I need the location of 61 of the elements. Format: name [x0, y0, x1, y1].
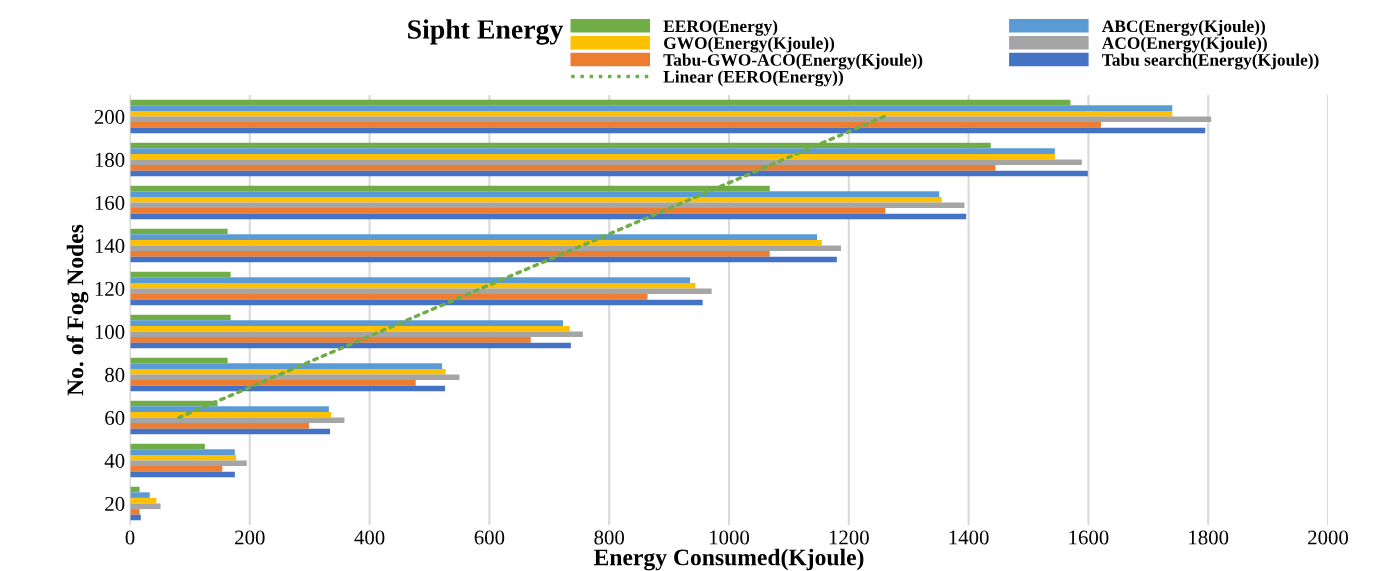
y-tick-label: 200 [94, 109, 125, 124]
bar [130, 245, 842, 252]
bar [130, 191, 940, 197]
bar [130, 208, 886, 214]
bar [130, 294, 648, 300]
x-tick-label: 1800 [1189, 530, 1229, 545]
legend-label: EERO(Energy) [663, 19, 778, 36]
bar [130, 122, 1101, 128]
legend-label: ACO(Energy(Kjoule)) [1101, 36, 1267, 53]
y-axis-title: No. of Fog Nodes [66, 224, 89, 396]
legend-label: Tabu search(Energy(Kjoule)) [1102, 53, 1319, 70]
bar [130, 159, 1082, 166]
bar [130, 196, 942, 203]
bar [130, 282, 696, 289]
bar [130, 165, 996, 171]
x-tick-label: 400 [354, 530, 385, 545]
x-tick-label: 1400 [949, 530, 989, 545]
bar [130, 251, 770, 257]
x-axis-title: Energy Consumed(Kjoule) [593, 548, 864, 571]
bar [130, 363, 443, 369]
y-tick-label: 180 [95, 152, 125, 167]
legend-label: Tabu-GWO-ACO(Energy(Kjoule)) [663, 53, 923, 70]
x-tick-label: 1600 [1069, 530, 1109, 545]
bar [130, 234, 818, 240]
bar [130, 320, 564, 326]
x-tick-label: 1200 [829, 530, 869, 545]
y-tick-label: 40 [104, 453, 125, 468]
bar [130, 331, 583, 338]
x-tick-label: 200 [235, 530, 265, 545]
x-tick-label: 1000 [710, 530, 750, 545]
x-tick-label: 2000 [1308, 530, 1349, 545]
bar [130, 277, 691, 283]
bar [130, 406, 329, 412]
chart-title: Sipht Energy [408, 19, 564, 45]
y-tick-label: 20 [105, 496, 125, 511]
x-tick-label: 0 [125, 530, 135, 545]
x-tick-label: 800 [594, 530, 625, 545]
bar [130, 503, 161, 510]
bar [130, 380, 416, 386]
y-tick-label: 140 [95, 238, 125, 253]
bar [130, 423, 310, 429]
bar [130, 116, 1212, 123]
bar [130, 449, 235, 455]
bar [130, 337, 531, 343]
bar [130, 148, 1055, 154]
bar [130, 411, 332, 418]
y-tick-label: 120 [95, 281, 125, 296]
bar [130, 492, 150, 498]
bar [130, 460, 247, 467]
bar [130, 368, 446, 375]
x-tick-label: 600 [474, 530, 505, 545]
bar [130, 105, 1173, 111]
y-tick-label: 160 [95, 195, 125, 210]
y-tick-label: 60 [105, 410, 125, 425]
y-tick-label: 80 [105, 367, 125, 382]
legend-label: Linear (EERO(Energy)) [663, 70, 843, 87]
bar [130, 509, 140, 515]
bar [130, 466, 223, 472]
legend-label: GWO(Energy(Kjoule)) [664, 36, 835, 53]
legend-label: ABC(Energy(Kjoule)) [1101, 19, 1265, 36]
y-tick-label: 100 [95, 324, 125, 339]
